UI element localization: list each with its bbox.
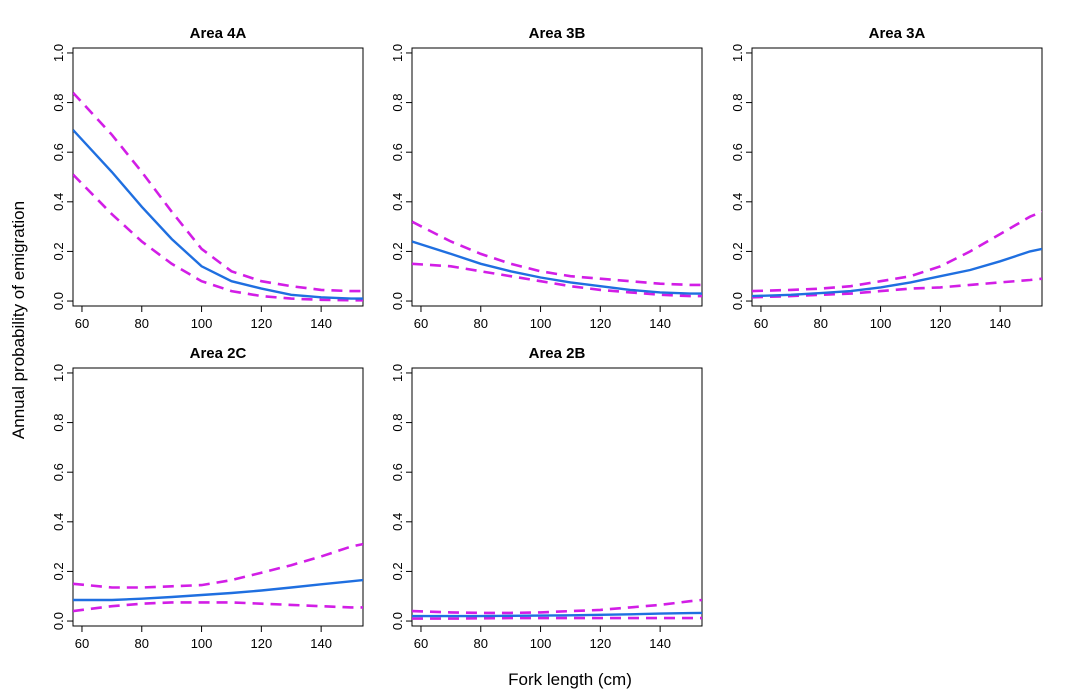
y-tick-label: 0.0 <box>51 612 66 630</box>
x-tick-label: 140 <box>310 636 332 651</box>
panel-title: Area 2C <box>190 345 247 362</box>
y-tick-label: 0.6 <box>390 143 405 161</box>
panel: Area 2B 60 80 100 120 140 0.0 0.2 0.4 0.6 0.8 1.0 <box>390 345 703 651</box>
lower-ci-line <box>752 277 1042 299</box>
x-tick-label: 80 <box>135 636 149 651</box>
y-tick-label: 0.8 <box>51 414 66 432</box>
x-tick-label: 120 <box>250 636 272 651</box>
panel-title: Area 2B <box>529 345 586 362</box>
plot-frame <box>411 47 703 307</box>
x-tick-label: 120 <box>589 316 611 331</box>
panel: Area 2C 60 80 100 120 140 0.0 0.2 0.4 0.6 0.8 1.0 <box>51 345 364 651</box>
x-tick-label: 140 <box>989 316 1011 331</box>
y-tick-label: 1.0 <box>390 364 405 382</box>
upper-ci-line <box>73 542 363 589</box>
y-tick-label: 0.0 <box>390 292 405 310</box>
panel-title: Area 3B <box>529 25 586 42</box>
panel-title: Area 4A <box>190 25 247 42</box>
x-tick-label: 100 <box>530 316 552 331</box>
y-tick-label: 1.0 <box>730 44 745 62</box>
y-tick-label: 0.2 <box>390 242 405 260</box>
x-tick-label: 120 <box>250 316 272 331</box>
y-tick-label: 0.8 <box>730 94 745 112</box>
y-tick-label: 0.2 <box>730 242 745 260</box>
y-axis-label: Annual probability of emigration <box>9 201 28 439</box>
y-tick-label: 0.0 <box>730 292 745 310</box>
y-tick-label: 0.4 <box>51 193 66 211</box>
y-tick-label: 0.6 <box>51 463 66 481</box>
y-tick-label: 0.2 <box>390 562 405 580</box>
estimate-line <box>412 611 702 618</box>
upper-ci-line <box>73 91 363 293</box>
x-tick-label: 60 <box>414 316 428 331</box>
x-tick-label: 140 <box>649 636 671 651</box>
y-tick-label: 1.0 <box>51 44 66 62</box>
plot-frame <box>751 47 1043 307</box>
plot-frame <box>72 47 364 307</box>
y-tick-label: 0.4 <box>390 193 405 211</box>
panel: Area 4A 60 80 100 120 140 0.0 0.2 0.4 0.6 0.8 1.0 <box>51 25 364 331</box>
upper-ci-line <box>412 598 702 615</box>
upper-ci-line <box>412 220 702 287</box>
lower-ci-line <box>73 601 363 613</box>
y-tick-label: 0.8 <box>390 414 405 432</box>
x-axis-label: Fork length (cm) <box>508 670 632 689</box>
y-tick-label: 0.0 <box>390 612 405 630</box>
y-tick-label: 0.6 <box>390 463 405 481</box>
y-tick-label: 0.4 <box>51 513 66 531</box>
y-tick-label: 1.0 <box>390 44 405 62</box>
x-tick-label: 60 <box>75 316 89 331</box>
x-tick-label: 80 <box>474 316 488 331</box>
lower-ci-line <box>412 616 702 620</box>
x-tick-label: 100 <box>191 636 213 651</box>
x-tick-label: 100 <box>191 316 213 331</box>
panel-title: Area 3A <box>869 25 926 42</box>
lower-ci-line <box>73 173 363 302</box>
x-tick-label: 120 <box>929 316 951 331</box>
x-tick-label: 80 <box>814 316 828 331</box>
y-tick-label: 0.4 <box>730 193 745 211</box>
y-tick-label: 0.2 <box>51 562 66 580</box>
estimate-line <box>752 247 1042 298</box>
y-tick-label: 0.8 <box>390 94 405 112</box>
estimate-line <box>73 129 363 300</box>
x-tick-label: 140 <box>310 316 332 331</box>
upper-ci-line <box>752 210 1042 293</box>
plot-frame <box>411 367 703 627</box>
x-tick-label: 100 <box>530 636 552 651</box>
panel: Area 3A 60 80 100 120 140 0.0 0.2 0.4 0.6 0.8 1.0 <box>730 25 1043 331</box>
x-tick-label: 60 <box>75 636 89 651</box>
x-tick-label: 80 <box>474 636 488 651</box>
plot-frame <box>72 367 364 627</box>
y-tick-label: 0.4 <box>390 513 405 531</box>
estimate-line <box>73 578 363 602</box>
y-tick-label: 0.0 <box>51 292 66 310</box>
y-tick-label: 0.6 <box>51 143 66 161</box>
y-tick-label: 1.0 <box>51 364 66 382</box>
y-tick-label: 0.8 <box>51 94 66 112</box>
x-tick-label: 140 <box>649 316 671 331</box>
lower-ci-line <box>412 262 702 298</box>
x-tick-label: 60 <box>414 636 428 651</box>
x-tick-label: 120 <box>589 636 611 651</box>
x-tick-label: 80 <box>135 316 149 331</box>
y-tick-label: 0.2 <box>51 242 66 260</box>
panel: Area 3B 60 80 100 120 140 0.0 0.2 0.4 0.6 0.8 1.0 <box>390 25 703 331</box>
x-tick-label: 60 <box>754 316 768 331</box>
y-tick-label: 0.6 <box>730 143 745 161</box>
estimate-line <box>412 240 702 295</box>
x-tick-label: 100 <box>870 316 892 331</box>
